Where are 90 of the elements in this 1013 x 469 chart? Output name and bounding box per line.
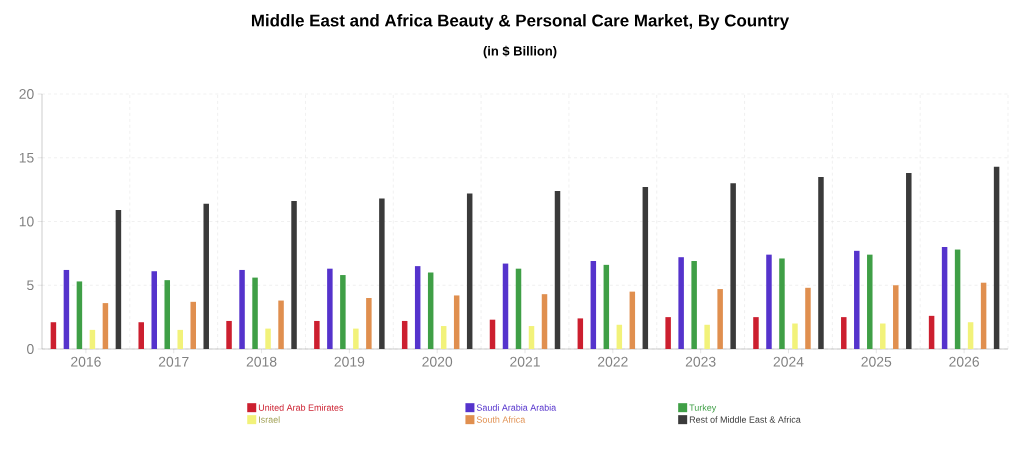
bar xyxy=(427,272,434,349)
bar xyxy=(138,322,144,349)
bar xyxy=(278,300,284,349)
bar xyxy=(50,322,57,349)
y-tick-label: 0 xyxy=(27,344,34,354)
y-tick-label: 15 xyxy=(19,152,34,163)
bar xyxy=(314,320,320,349)
bar xyxy=(190,301,196,349)
y-tick-label: 20 xyxy=(19,89,34,99)
bar xyxy=(941,247,948,349)
x-tick-label: 2019 xyxy=(334,356,365,367)
bar xyxy=(89,329,96,349)
x-tick-label: 2024 xyxy=(773,356,804,367)
bar xyxy=(203,203,209,349)
bar xyxy=(642,187,649,349)
x-tick-label: 2026 xyxy=(949,356,979,367)
bar xyxy=(818,176,824,349)
bar xyxy=(466,193,473,349)
x-tick-label: 2018 xyxy=(246,356,277,367)
legend-label: Rest of Middle East & Africa xyxy=(689,416,801,423)
chart-title: Middle East and Africa Beauty & Personal Care Market, By Country xyxy=(251,14,790,30)
bar xyxy=(577,318,584,349)
x-tick-label: 2016 xyxy=(71,356,101,367)
bar xyxy=(366,298,372,349)
bar xyxy=(515,268,522,349)
bar xyxy=(893,285,899,349)
bar xyxy=(993,166,1000,349)
bar xyxy=(440,326,447,349)
x-tick-label: 2025 xyxy=(861,356,892,367)
bar xyxy=(854,250,860,349)
bar xyxy=(554,190,561,349)
x-tick-label: 2017 xyxy=(158,356,189,367)
bar xyxy=(867,254,873,349)
chart-subtitle: (in $ Billion) xyxy=(483,45,557,59)
bar xyxy=(151,271,157,349)
bar xyxy=(928,315,935,349)
bar xyxy=(489,319,496,349)
bar xyxy=(401,320,408,349)
bar xyxy=(766,254,772,349)
bar xyxy=(691,261,697,349)
bar xyxy=(239,269,245,349)
bar xyxy=(805,287,811,349)
bar xyxy=(717,289,723,349)
bar xyxy=(327,268,333,349)
bar xyxy=(704,324,710,349)
bar xyxy=(528,326,535,349)
bar xyxy=(980,282,987,349)
bar xyxy=(63,269,70,349)
bar xyxy=(753,317,759,349)
bar xyxy=(779,258,785,349)
bar xyxy=(880,323,886,349)
bar xyxy=(102,303,109,349)
bar xyxy=(353,328,359,349)
bar xyxy=(177,329,183,349)
bar xyxy=(252,277,258,349)
bar xyxy=(841,317,847,349)
bar xyxy=(792,323,798,349)
bar xyxy=(541,294,548,349)
bar xyxy=(340,275,346,349)
bar xyxy=(265,328,271,349)
bar xyxy=(453,295,460,349)
bar xyxy=(226,320,232,349)
bar xyxy=(590,261,597,349)
y-tick-label: 10 xyxy=(19,216,34,227)
legend-label: Saudi Arabia Arabia xyxy=(476,404,557,411)
bar xyxy=(629,291,636,349)
legend-label: United Arab Emirates xyxy=(258,404,344,411)
bar xyxy=(164,280,170,349)
bar xyxy=(730,183,736,349)
bar xyxy=(954,249,961,349)
bar xyxy=(414,266,421,349)
bar xyxy=(379,198,385,349)
x-tick-label: 2020 xyxy=(422,356,453,367)
bar xyxy=(906,173,912,349)
bar xyxy=(603,264,610,349)
bar xyxy=(665,317,671,349)
bar xyxy=(115,210,122,349)
bar xyxy=(502,263,509,349)
bar xyxy=(616,324,623,349)
legend-label: South Africa xyxy=(476,416,526,423)
bar xyxy=(678,257,684,349)
legend-label: Turkey xyxy=(689,404,717,413)
x-tick-label: 2022 xyxy=(598,356,628,367)
y-tick-label: 5 xyxy=(27,280,34,291)
legend-label: Israel xyxy=(259,416,280,423)
bar xyxy=(291,201,297,349)
bar xyxy=(76,281,83,349)
bar xyxy=(967,322,974,349)
x-tick-label: 2023 xyxy=(685,356,716,367)
x-tick-label: 2021 xyxy=(510,356,540,367)
